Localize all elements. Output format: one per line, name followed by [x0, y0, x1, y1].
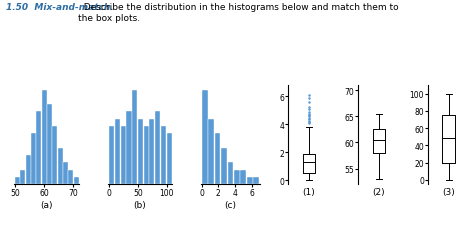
Bar [144, 126, 149, 184]
Bar [167, 134, 172, 184]
X-axis label: (a): (a) [40, 200, 53, 209]
Bar [68, 170, 73, 184]
Bar [36, 112, 41, 184]
Bar [52, 126, 57, 184]
Bar [20, 170, 25, 184]
Bar [202, 90, 208, 184]
Text: Describe the distribution in the histograms below and match them to
the box plot: Describe the distribution in the histogr… [78, 3, 399, 23]
Bar [73, 177, 79, 184]
Bar [127, 112, 132, 184]
X-axis label: (2): (2) [373, 187, 385, 196]
Bar [155, 112, 160, 184]
Bar [31, 134, 36, 184]
Bar [47, 105, 52, 184]
Text: 1.50  Mix-and-match.: 1.50 Mix-and-match. [6, 3, 113, 12]
X-axis label: (1): (1) [303, 187, 315, 196]
Bar [58, 148, 63, 184]
Bar [132, 90, 137, 184]
Bar [247, 177, 253, 184]
Bar [42, 90, 46, 184]
Bar [138, 119, 143, 184]
Bar [254, 177, 259, 184]
Bar [15, 177, 20, 184]
Bar [161, 126, 166, 184]
Bar [240, 170, 246, 184]
X-axis label: (3): (3) [442, 187, 455, 196]
Bar [26, 155, 31, 184]
Bar [215, 134, 220, 184]
X-axis label: (c): (c) [224, 200, 237, 209]
X-axis label: (b): (b) [134, 200, 146, 209]
Bar [121, 126, 126, 184]
Bar [221, 148, 227, 184]
Bar [109, 126, 114, 184]
Bar [234, 170, 240, 184]
Bar [208, 119, 214, 184]
Bar [228, 163, 233, 184]
Bar [115, 119, 120, 184]
Bar [149, 119, 155, 184]
Bar [63, 163, 68, 184]
